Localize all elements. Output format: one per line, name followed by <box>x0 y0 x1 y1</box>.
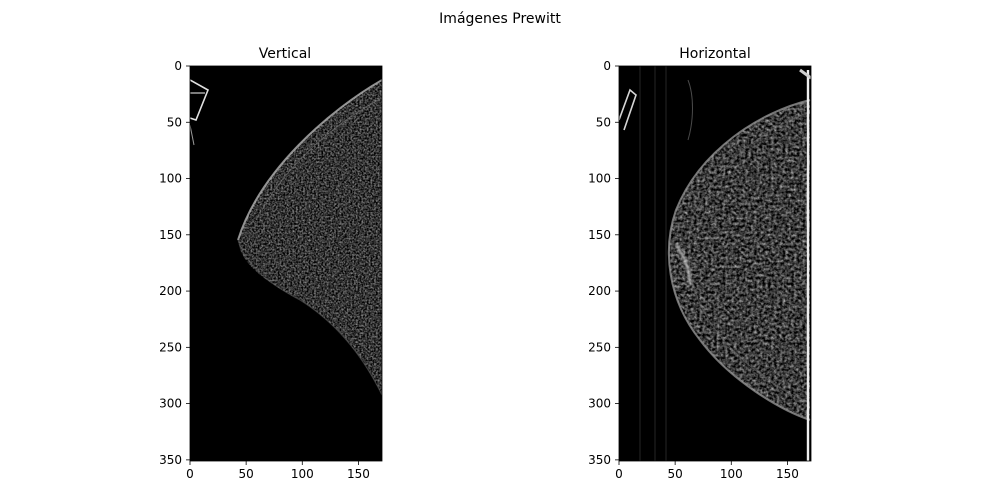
x-tick-label: 50 <box>667 467 682 481</box>
axis-ticks-vertical: 0 50 100 150 0 50 100 150 200 250 300 350 <box>159 59 370 481</box>
y-tick-label: 100 <box>159 172 182 186</box>
y-tick-label: 0 <box>174 59 182 73</box>
artifact-line-2 <box>190 124 195 146</box>
x-tick-label: 0 <box>186 467 194 481</box>
vertical-stripes <box>639 66 667 461</box>
y-tick-label: 200 <box>159 284 182 298</box>
x-tick-label: 100 <box>720 467 743 481</box>
y-tick-label: 150 <box>159 228 182 242</box>
y-tick-label: 300 <box>159 397 182 411</box>
breast-inner-outline <box>688 111 811 403</box>
y-tick-label: 250 <box>159 340 182 354</box>
y-tick-label: 350 <box>159 453 182 467</box>
image-vertical <box>190 66 382 461</box>
inner-edge <box>261 97 382 211</box>
figure-suptitle: Imágenes Prewitt <box>439 11 561 27</box>
frame-horizontal <box>618 65 812 462</box>
x-tick-label: 150 <box>347 467 370 481</box>
x-tick-label: 100 <box>291 467 314 481</box>
x-tick-label: 0 <box>615 467 623 481</box>
breast-outline <box>667 99 811 421</box>
breast-edge <box>237 79 382 241</box>
y-tick-label: 100 <box>588 172 611 186</box>
axis-ticks-horizontal: 0 50 100 150 0 50 100 150 200 250 300 350 <box>588 59 799 481</box>
nipple-highlight <box>675 244 692 286</box>
artifact-top-left <box>190 79 210 121</box>
right-top-artifact <box>799 68 811 80</box>
y-tick-label: 350 <box>588 453 611 467</box>
panel-vertical: Vertical 0 50 100 150 0 50 100 150 200 250 300 350 <box>159 46 383 481</box>
image-horizontal <box>619 66 811 461</box>
x-tick-label: 150 <box>776 467 799 481</box>
y-tick-label: 250 <box>588 340 611 354</box>
frame-vertical <box>189 65 383 462</box>
y-tick-label: 50 <box>596 115 611 129</box>
y-tick-label: 150 <box>588 228 611 242</box>
artifact-top-left <box>619 88 637 131</box>
panel-title-horizontal: Horizontal <box>679 46 750 62</box>
panel-title-vertical: Vertical <box>259 46 311 62</box>
y-tick-label: 300 <box>588 397 611 411</box>
y-tick-label: 50 <box>167 115 182 129</box>
y-tick-label: 0 <box>603 59 611 73</box>
panel-horizontal: Horizontal 0 50 100 150 0 50 <box>588 46 812 481</box>
y-tick-label: 200 <box>588 284 611 298</box>
breast-lower-edge <box>237 239 382 396</box>
faint-curve <box>687 79 693 141</box>
x-tick-label: 50 <box>238 467 253 481</box>
